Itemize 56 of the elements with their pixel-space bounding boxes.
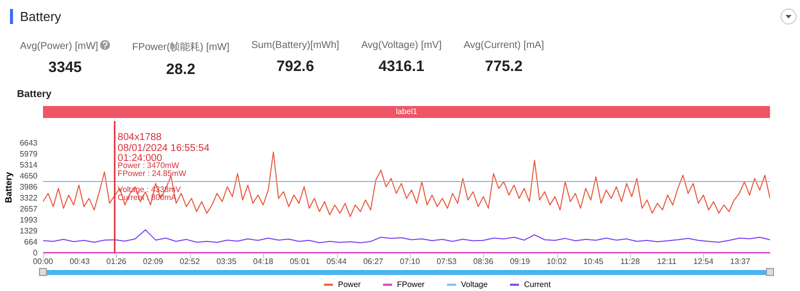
- x-tick-label: 11:28: [620, 257, 640, 266]
- x-tick-label: 12:11: [657, 257, 678, 266]
- band-label: label1: [396, 107, 418, 116]
- y-tick-label: 3322: [20, 193, 38, 202]
- text: 775.2: [484, 58, 524, 75]
- x-tick-label: 07:53: [436, 257, 458, 266]
- legend-label: FPower: [397, 280, 425, 289]
- chart-title: Battery: [10, 9, 62, 24]
- x-tick-label: 00:43: [70, 257, 90, 266]
- y-tick-label: 5979: [20, 149, 38, 158]
- text: 792.6: [276, 58, 316, 75]
- annotation: Power : 3470mW: [118, 161, 180, 170]
- x-tick-label: 02:09: [143, 257, 164, 266]
- x-tick-label: 00:00: [32, 257, 54, 266]
- x-tick-label: 10:02: [546, 257, 568, 266]
- legend-label: Current: [524, 280, 552, 289]
- x-tick-label: 08:36: [473, 257, 494, 266]
- x-tick-label: 06:27: [363, 257, 384, 266]
- x-tick-label: 09:19: [510, 257, 531, 266]
- annotation: 01:24:000: [118, 153, 163, 164]
- text: Avg(Voltage) [mV]: [361, 40, 442, 51]
- chart-subtitle: Battery: [17, 89, 52, 100]
- x-tick-label: 12:54: [693, 257, 714, 266]
- y-tick-label: 5314: [20, 160, 38, 170]
- y-tick-label: 0: [33, 248, 38, 258]
- text: FPower(帧能耗) [mW]: [132, 40, 230, 54]
- text: 4316.1: [377, 58, 426, 75]
- line-series: [43, 151, 770, 218]
- x-tick-label: 04:18: [253, 257, 274, 266]
- x-tick-label: 07:10: [400, 257, 420, 266]
- x-tick-label: 10:45: [583, 257, 604, 266]
- text: Sum(Battery)[mWh]: [251, 40, 340, 51]
- x-tick-label: 05:44: [326, 257, 348, 266]
- line-series: [43, 229, 770, 244]
- x-tick-label: 02:52: [180, 257, 200, 266]
- x-tick-label: 01:26: [106, 257, 127, 266]
- y-tick-label: 3986: [20, 182, 38, 192]
- text: Avg(Power) [mW]: [20, 40, 100, 52]
- y-tick-label: 664: [24, 238, 38, 247]
- x-tick-label: 03:35: [216, 257, 238, 266]
- text: 28.2: [165, 61, 196, 78]
- annotation: 804x1788: [118, 132, 162, 143]
- y-axis-title: Battery: [4, 172, 14, 204]
- y-tick-label: 6643: [20, 138, 38, 148]
- legend-label: Voltage: [461, 280, 488, 289]
- text: Avg(Current) [mA]: [464, 40, 544, 51]
- y-tick-label: 1329: [20, 226, 38, 236]
- y-tick-label: 2657: [20, 204, 38, 214]
- x-tick-label: 13:37: [730, 257, 751, 266]
- x-tick-label: 05:01: [290, 257, 310, 266]
- text: 3345: [47, 59, 83, 76]
- y-tick-label: 4650: [20, 171, 38, 180]
- legend-label: Power: [338, 280, 362, 289]
- annotation: 08/01/2024 16:55:54: [118, 143, 210, 154]
- y-tick-label: 1993: [20, 215, 38, 224]
- annotation: FPower : 24.85mW: [118, 169, 187, 178]
